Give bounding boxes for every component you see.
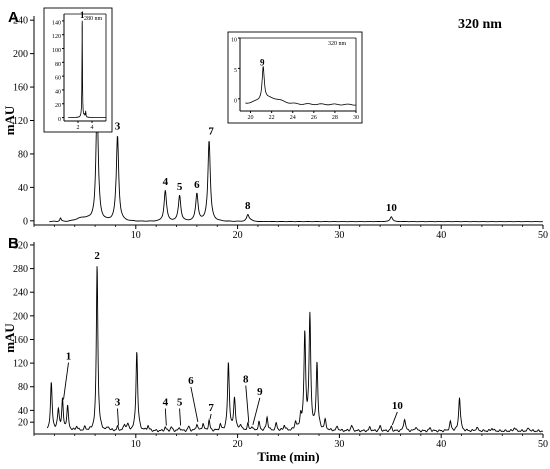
peak-label: 9 xyxy=(257,386,263,398)
panel-a-wavelength-label: 320 nm xyxy=(458,17,502,32)
chromatogram-trace xyxy=(49,103,543,223)
y-tick-label: 80 xyxy=(18,149,28,160)
y-tick-label: 40 xyxy=(18,183,28,194)
inset-320nm-chart: 20 22 24 26 28 30 0 5 10 320 nm 9 xyxy=(227,31,363,124)
chromatogram-trace xyxy=(46,266,544,433)
peak-leader-line xyxy=(179,408,182,426)
y-axis-label: mAU xyxy=(2,323,17,353)
x-tick-label: 50 xyxy=(538,439,548,450)
x-tick-label: 10 xyxy=(131,230,141,241)
x-tick-label: 20 xyxy=(233,230,243,241)
peak-label: 7 xyxy=(208,402,214,414)
peak-label: 7 xyxy=(208,126,214,138)
peak-leader-line xyxy=(190,386,199,423)
x-tick-label: 10 xyxy=(131,439,141,450)
peak-label: 4 xyxy=(163,176,169,188)
inset-wavelength-label: 280 nm xyxy=(84,16,103,22)
inset-frame xyxy=(227,31,363,124)
y-tick-label: 40 xyxy=(18,406,28,417)
peak-leader-line xyxy=(117,408,119,426)
inset-wavelength-label: 320 nm xyxy=(328,41,347,47)
peak-leader-line xyxy=(252,397,261,426)
peak-label: 10 xyxy=(386,202,398,214)
x-tick-label: 4 xyxy=(91,125,94,131)
x-tick-label: 2 xyxy=(77,125,80,131)
y-tick-label: 120 xyxy=(13,359,28,370)
y-tick-label: 40 xyxy=(55,89,61,95)
y-tick-label: 200 xyxy=(13,49,28,60)
peak-label: 5 xyxy=(177,181,183,193)
y-tick-label: 60 xyxy=(55,76,61,82)
peak-label: 2 xyxy=(94,250,100,262)
peak-leader-line xyxy=(391,411,398,426)
peak-label: 8 xyxy=(245,200,251,212)
peak-leader-line xyxy=(245,385,250,423)
y-tick-label: 160 xyxy=(13,83,28,94)
inset-trace xyxy=(68,20,106,118)
y-tick-label: 5 xyxy=(234,68,237,74)
peak-label: 4 xyxy=(163,397,169,409)
x-tick-label: 40 xyxy=(436,230,446,241)
y-tick-label: 20 xyxy=(18,418,28,429)
peak-label: 1 xyxy=(80,10,85,20)
peak-leader-line xyxy=(63,362,69,400)
y-tick-label: 80 xyxy=(55,62,61,68)
peak-label: 10 xyxy=(392,400,404,412)
peak-label: 8 xyxy=(243,374,249,386)
x-tick-label: 28 xyxy=(332,115,338,121)
y-tick-label: 10 xyxy=(231,38,237,44)
panel-b-letter: B xyxy=(8,235,19,252)
x-tick-label: 50 xyxy=(538,230,548,241)
y-tick-label: 140 xyxy=(52,20,61,26)
peak-label: 3 xyxy=(115,397,121,409)
x-axis-label: Time (min) xyxy=(257,449,319,464)
y-axis-label: mAU xyxy=(2,105,17,135)
x-tick-label: 22 xyxy=(269,115,275,121)
peak-label: 3 xyxy=(115,121,121,133)
x-tick-label: 20 xyxy=(233,439,243,450)
y-tick-label: 0 xyxy=(58,117,61,123)
x-tick-label: 30 xyxy=(334,230,344,241)
y-tick-label: 240 xyxy=(13,16,28,27)
peak-leader-line xyxy=(209,413,212,420)
y-tick-label: 80 xyxy=(18,382,28,393)
y-tick-label: 0 xyxy=(23,216,28,227)
x-tick-label: 40 xyxy=(436,439,446,450)
y-tick-label: 320 xyxy=(13,240,28,251)
x-tick-label: 26 xyxy=(311,115,317,121)
x-tick-label: 20 xyxy=(248,115,254,121)
y-tick-label: 20 xyxy=(55,103,61,109)
panel-b-chart: 10 20 30 40 50204080120160200240280320mAUTim… xyxy=(2,240,548,464)
y-tick-label: 200 xyxy=(13,311,28,322)
panel-a-letter: A xyxy=(8,9,19,26)
peak-leader-line xyxy=(164,408,167,426)
peak-label: 9 xyxy=(260,57,265,67)
x-tick-label: 24 xyxy=(290,115,296,121)
y-tick-label: 240 xyxy=(13,288,28,299)
inset-frame xyxy=(43,7,113,133)
peak-label: 5 xyxy=(177,397,183,409)
inset-trace xyxy=(245,66,357,106)
y-tick-label: 280 xyxy=(13,264,28,275)
x-tick-label: 30 xyxy=(334,439,344,450)
peak-label: 1 xyxy=(66,351,72,363)
panel-a-chart: 102030405004080120160200240mAU234567810 xyxy=(2,16,548,241)
x-tick-label: 30 xyxy=(353,115,359,121)
y-tick-label: 0 xyxy=(234,98,237,104)
y-tick-label: 160 xyxy=(13,335,28,346)
y-tick-label: 120 xyxy=(52,34,61,40)
peak-label: 6 xyxy=(194,179,200,191)
peak-label: 6 xyxy=(188,375,194,387)
y-tick-label: 100 xyxy=(52,48,61,54)
y-tick-label: 120 xyxy=(13,116,28,127)
